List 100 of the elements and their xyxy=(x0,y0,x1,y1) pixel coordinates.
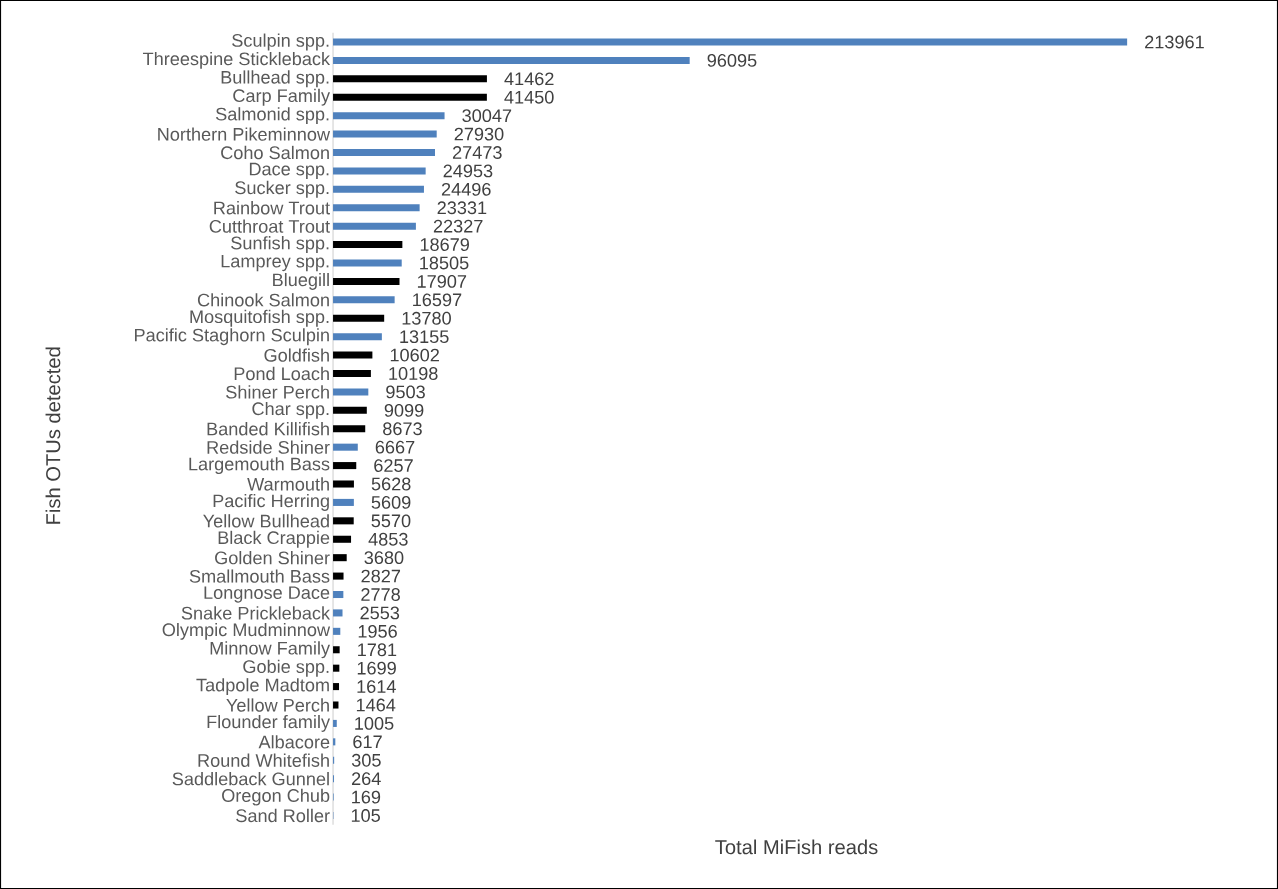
y-tick-label: Chinook Salmon xyxy=(197,293,329,307)
data-label: 2827 xyxy=(361,569,401,583)
data-label: 18679 xyxy=(420,238,469,251)
data-label: 617 xyxy=(353,735,382,749)
y-tick-label: Cutthroat Trout xyxy=(209,219,330,233)
y-tick-label: Round Whitefish xyxy=(198,753,329,767)
data-label: 13155 xyxy=(400,330,449,344)
data-label: 27473 xyxy=(452,146,502,159)
data-label: 16597 xyxy=(413,293,462,307)
y-tick-label: Lamprey spp. xyxy=(221,254,329,272)
y-tick-label: Salmonid spp. xyxy=(215,107,329,125)
data-label: 22327 xyxy=(433,219,483,233)
bar xyxy=(333,462,357,470)
data-label: 24496 xyxy=(441,182,491,196)
bar xyxy=(333,701,339,709)
y-tick-label: Pacific Staghorn Sculpin xyxy=(135,328,329,346)
bar xyxy=(333,554,347,562)
data-label: 96095 xyxy=(707,53,757,67)
y-tick-label: Flounder family xyxy=(207,714,331,732)
bar xyxy=(333,719,337,727)
y-tick-label: Warmouth xyxy=(247,477,329,491)
data-label: 3680 xyxy=(364,551,404,565)
data-label: 1781 xyxy=(358,643,397,657)
bar xyxy=(333,369,371,377)
bar xyxy=(333,38,1128,46)
data-label: 1464 xyxy=(356,698,396,712)
data-label: 8673 xyxy=(383,422,422,436)
y-tick-label: Banded Killifish xyxy=(207,422,329,436)
data-label: 10198 xyxy=(389,367,438,380)
y-tick-label: Yellow Perch xyxy=(226,698,329,712)
bar xyxy=(333,627,341,635)
y-tick-label: Redside Shiner xyxy=(207,440,330,454)
bar xyxy=(333,56,690,64)
y-tick-label: Sunfish spp. xyxy=(231,236,329,254)
bar xyxy=(333,259,402,267)
y-tick-label: Longnose Dace xyxy=(204,586,330,603)
y-tick-label: Rainbow Trout xyxy=(214,201,330,215)
data-label: 24953 xyxy=(443,164,493,178)
y-tick-label: Tadpole Madtom xyxy=(196,678,329,696)
y-tick-label: Smallmouth Bass xyxy=(189,569,330,583)
data-label: 30047 xyxy=(462,109,512,123)
data-label: 105 xyxy=(351,809,380,822)
y-tick-label: Threespine Stickleback xyxy=(142,51,331,69)
bar xyxy=(333,683,340,691)
data-label: 6667 xyxy=(375,440,415,454)
bar xyxy=(333,425,366,433)
bar xyxy=(333,480,354,488)
y-tick-label: Saddleback Gunnel xyxy=(172,771,329,786)
data-label: 264 xyxy=(351,772,381,786)
y-tick-label: Bullhead spp. xyxy=(221,70,329,88)
y-tick-label: Dace spp. xyxy=(249,162,329,180)
y-tick-label: Pond Loach xyxy=(234,366,329,381)
data-label: 5628 xyxy=(371,477,411,491)
y-tick-label: Mosquitofish spp. xyxy=(190,309,329,327)
y-tick-label: Sand Roller xyxy=(236,808,330,823)
bar xyxy=(333,388,369,396)
bar xyxy=(333,351,373,359)
data-label: 1699 xyxy=(357,661,396,675)
data-label: 41450 xyxy=(504,90,554,104)
y-tick-label: Sucker spp. xyxy=(235,180,329,198)
bar xyxy=(333,167,426,175)
y-tick-label: Black Crappie xyxy=(218,530,330,548)
data-label: 41462 xyxy=(504,72,554,86)
data-label: 23331 xyxy=(437,201,487,215)
y-tick-label: Oregon Chub xyxy=(222,788,330,806)
y-tick-label: Sculpin spp. xyxy=(232,33,329,51)
bar xyxy=(333,148,435,156)
bar xyxy=(333,241,403,249)
y-tick-label: Carp Family xyxy=(233,88,331,106)
data-label: 17907 xyxy=(417,274,467,288)
y-tick-label: Coho Salmon xyxy=(221,145,329,160)
data-label: 5570 xyxy=(371,514,411,528)
data-label: 2778 xyxy=(361,588,400,601)
data-label: 27930 xyxy=(454,127,504,141)
bar xyxy=(333,130,437,138)
bar xyxy=(333,314,385,322)
bar xyxy=(333,406,367,414)
data-label: 18505 xyxy=(420,256,469,270)
y-tick-label: Minnow Family xyxy=(210,641,331,659)
y-tick-label: Pacific Herring xyxy=(213,493,329,511)
bar xyxy=(333,664,340,672)
data-label: 1005 xyxy=(355,716,394,730)
data-label: 5609 xyxy=(371,495,411,509)
bar xyxy=(333,498,354,506)
y-tick-label: Snake Prickleback xyxy=(181,606,331,620)
y-tick-label: Largemouth Bass xyxy=(189,457,330,475)
data-label: 9099 xyxy=(384,403,424,417)
data-label: 6257 xyxy=(374,459,413,472)
bar xyxy=(333,333,382,341)
bar xyxy=(333,609,343,617)
bar xyxy=(333,277,400,285)
data-label: 213961 xyxy=(1145,35,1204,49)
bar xyxy=(333,646,340,654)
data-label: 10602 xyxy=(390,348,439,362)
bar xyxy=(333,204,420,212)
bar xyxy=(333,112,445,120)
data-label: 2553 xyxy=(360,606,400,620)
y-tick-label: Bluegill xyxy=(273,272,329,290)
y-tick-label: Albacore xyxy=(258,735,330,749)
data-label: 305 xyxy=(351,753,381,767)
